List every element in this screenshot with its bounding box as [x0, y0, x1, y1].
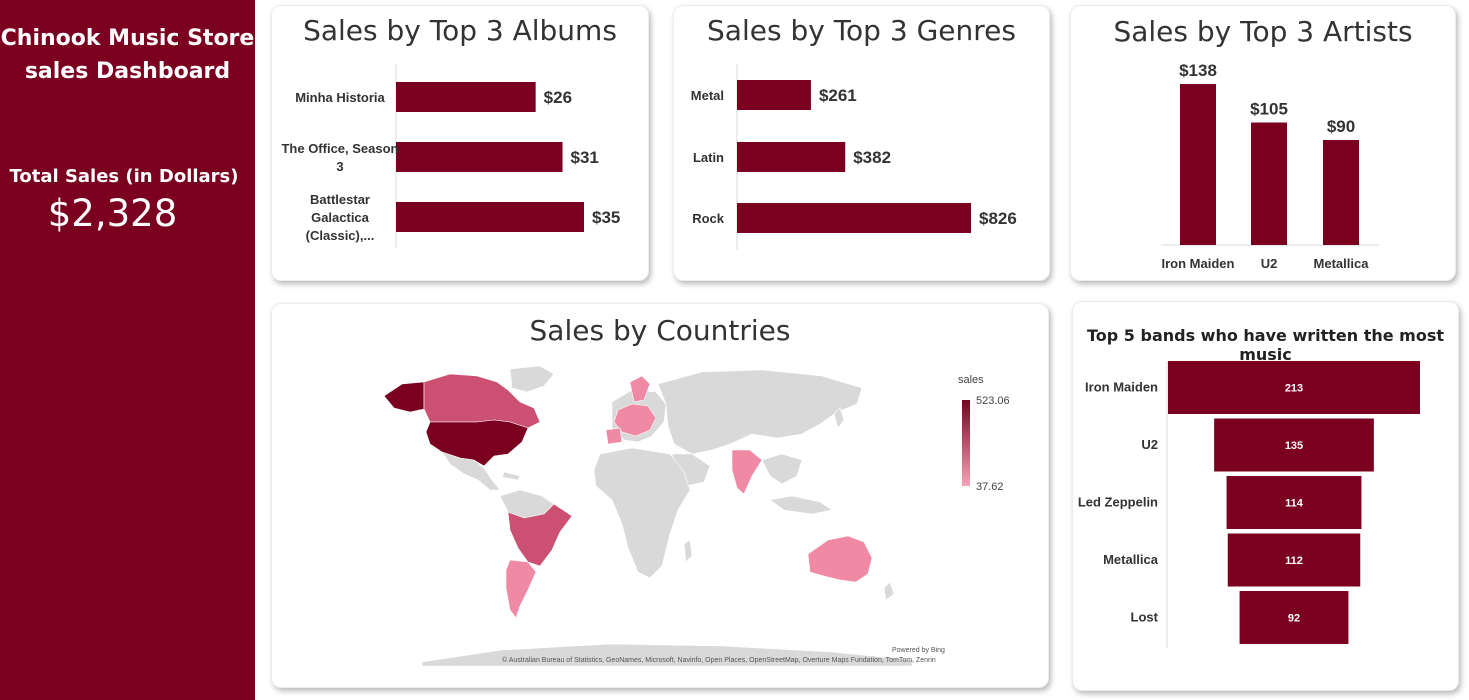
genres-value-label: $382: [853, 148, 891, 167]
bands-funnel-bar: [1239, 591, 1349, 644]
new-zealand-shape: [883, 581, 895, 601]
artists-bar: [1323, 140, 1359, 245]
bands-value-label: 112: [1285, 555, 1303, 567]
artists-bar: [1180, 84, 1216, 245]
greenland-shape: [509, 365, 555, 393]
albums-chart-title: Sales by Top 3 Albums: [303, 14, 617, 47]
artists-value-label: $105: [1250, 100, 1288, 119]
bands-funnel-bar: [1226, 476, 1362, 529]
bands-value-label: 135: [1285, 440, 1303, 452]
australia-shape: [807, 535, 873, 583]
total-sales-value: $2,328: [47, 192, 178, 235]
genres-value-label: $261: [819, 86, 857, 105]
bands-funnel-card: Top 5 bands who have written the most mu…: [1072, 301, 1459, 691]
artists-category-label: U2: [1261, 256, 1278, 271]
bands-funnel-bar: [1227, 533, 1361, 587]
artists-chart: $138 Iron Maiden $105 U2 $90 Metallica: [1161, 61, 1379, 271]
genres-value-label: $826: [979, 209, 1017, 228]
albums-category-label: 3: [336, 159, 343, 174]
bands-category-label: Metallica: [1103, 552, 1159, 567]
dashboard-title: Chinook Music Store sales Dashboard: [0, 22, 255, 88]
russia-asia-shape: [657, 369, 863, 455]
map-credit-bing: Powered by Bing: [892, 647, 945, 654]
map-legend-min: 37.62: [976, 481, 1004, 493]
albums-category-label: Galactica: [311, 210, 370, 225]
total-sales-label: Total Sales (in Dollars): [9, 166, 239, 187]
map-credit-sources: © Australian Bureau of Statistics, GeoNa…: [502, 656, 936, 664]
bands-value-label: 213: [1285, 383, 1303, 395]
japan-shape: [833, 407, 845, 429]
albums-bar: [396, 202, 584, 232]
albums-value-label: $31: [571, 148, 599, 167]
genres-chart-card: Sales by Top 3 Genres $261 Metal $382 Latin…: [673, 5, 1050, 281]
bands-funnel-chart: 213 Iron Maiden 135 U2 114 Led Zeppelin 112 Met…: [1078, 361, 1420, 649]
india-shape: [731, 449, 763, 495]
albums-bar: [396, 142, 563, 172]
artists-category-label: Iron Maiden: [1162, 256, 1235, 271]
genres-category-label: Latin: [693, 150, 724, 165]
iberia-shape: [605, 427, 623, 445]
countries-map-title: Sales by Countries: [529, 314, 791, 347]
europe-western-shape: [613, 403, 657, 437]
bands-category-label: Lost: [1131, 610, 1159, 625]
madagascar-shape: [683, 539, 693, 563]
albums-chart: $26 Minha Historia $31 The Office, Season 3 $…: [281, 64, 620, 248]
map-legend-gradient: [962, 400, 970, 486]
bands-category-label: Iron Maiden: [1085, 380, 1158, 395]
sidebar: Chinook Music Store sales Dashboard Tota…: [0, 0, 255, 700]
alaska-shape: [383, 381, 425, 413]
albums-bar: [396, 82, 536, 112]
mexico-shape: [441, 451, 501, 491]
albums-chart-card: Sales by Top 3 Albums $26 Minha Historia $…: [271, 5, 649, 281]
artists-value-label: $138: [1179, 61, 1217, 80]
africa-shape: [593, 447, 691, 579]
bands-funnel-title: Top 5 bands who have written the most mu…: [1086, 326, 1445, 364]
bands-category-label: U2: [1141, 437, 1158, 452]
caribbean-shape: [501, 471, 521, 481]
albums-value-label: $26: [544, 88, 572, 107]
brazil-shape: [507, 503, 573, 567]
countries-map-card: Sales by Countries: [271, 303, 1049, 688]
bands-funnel-bar: [1214, 418, 1374, 472]
artists-value-label: $90: [1327, 117, 1355, 136]
bands-value-label: 114: [1285, 498, 1304, 510]
genres-category-label: Rock: [692, 211, 725, 226]
genres-bar: [737, 142, 846, 172]
genres-chart: $261 Metal $382 Latin $826 Rock: [691, 64, 1017, 250]
albums-category-label: The Office, Season: [281, 141, 398, 156]
genres-bar: [737, 80, 811, 110]
dashboard-title-line1: Chinook Music Store: [0, 26, 255, 51]
albums-category-label: Battlestar: [310, 192, 370, 207]
bands-funnel-bar: [1168, 361, 1420, 414]
genres-chart-title: Sales by Top 3 Genres: [707, 14, 1016, 47]
usa-shape: [425, 419, 529, 467]
artists-chart-card: Sales by Top 3 Artists $138 Iron Maiden $1…: [1070, 5, 1456, 281]
argentina-chile-shape: [505, 559, 537, 619]
world-map: sales 523.06 37.62 Powered by Bing © Aus…: [383, 365, 1010, 667]
albums-value-label: $35: [592, 208, 620, 227]
artists-chart-title: Sales by Top 3 Artists: [1113, 15, 1413, 48]
southeast-asia-shape: [761, 453, 803, 485]
indonesia-shape: [769, 495, 833, 515]
dashboard-title-line2: sales Dashboard: [24, 59, 231, 84]
genres-bar: [737, 203, 971, 233]
map-legend-max: 523.06: [976, 395, 1010, 407]
genres-category-label: Metal: [691, 88, 724, 103]
bands-category-label: Led Zeppelin: [1078, 495, 1158, 510]
albums-category-label: Minha Historia: [295, 90, 385, 105]
albums-category-label: (Classic),...: [306, 228, 375, 243]
artists-bar: [1251, 122, 1287, 245]
bands-value-label: 92: [1288, 613, 1300, 625]
antarctica-shape: [421, 643, 913, 667]
scandinavia-shape: [629, 375, 651, 403]
artists-category-label: Metallica: [1314, 256, 1370, 271]
map-legend-title: sales: [958, 374, 984, 386]
